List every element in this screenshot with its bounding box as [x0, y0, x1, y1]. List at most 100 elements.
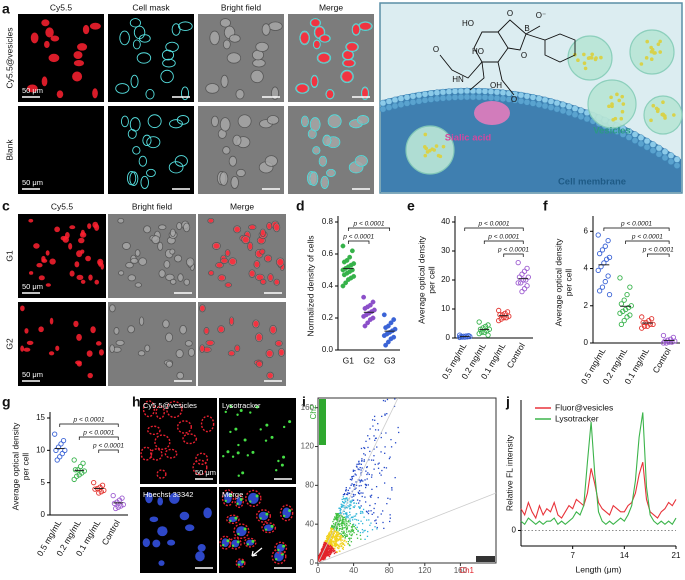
cell [169, 278, 177, 285]
cell [113, 327, 120, 335]
cell-signal [274, 223, 280, 231]
cell-outline [136, 52, 152, 64]
cell-outline [132, 146, 141, 155]
panel-label: a [2, 1, 10, 17]
pixel-density [328, 543, 331, 546]
pixel-density [373, 455, 375, 457]
atom-label: B [524, 24, 529, 33]
data-point [605, 237, 611, 244]
pixel-density [340, 519, 342, 522]
y-axis-label: Normalized density of cells [305, 235, 315, 336]
pixel-density [343, 530, 345, 532]
cell-outline [132, 39, 141, 50]
cell-outline [169, 119, 183, 129]
pixel-density [345, 522, 348, 524]
lysosome [280, 463, 284, 467]
pixel-density [348, 506, 350, 508]
pixel-density [345, 520, 347, 522]
data-point [111, 500, 118, 507]
pixel-density [369, 524, 371, 526]
cargo [656, 42, 661, 47]
pixel-density [331, 528, 333, 530]
cell-signal [249, 225, 256, 230]
pixel-density [348, 519, 350, 522]
vesicle-signal [234, 494, 244, 509]
cell-signal [86, 350, 93, 357]
data-point [77, 463, 84, 470]
pixel-density [340, 536, 342, 538]
pixel-density [340, 508, 342, 511]
pixel-density [355, 528, 358, 530]
pixel-density [356, 526, 358, 528]
pixel-density [338, 524, 340, 526]
lipid [469, 93, 477, 101]
data-point [617, 275, 623, 281]
cell-signal [228, 351, 235, 356]
pixel-density [361, 522, 364, 525]
lipid [499, 89, 507, 97]
pixel-density [375, 437, 377, 439]
pixel-density [354, 494, 356, 496]
cargo [583, 66, 588, 71]
cell-signal [56, 90, 64, 99]
x-tick-label: 0 [316, 566, 321, 575]
pixel-density [351, 516, 353, 518]
pixel-density [352, 493, 355, 496]
significance-bracket [98, 449, 119, 453]
pixel-density [389, 514, 391, 516]
pixel-density [380, 451, 382, 453]
lysosome [246, 454, 250, 457]
vesicle-signal [243, 537, 257, 548]
pixel-density [345, 501, 347, 503]
cell-signal [265, 255, 271, 262]
pixel-density [341, 524, 343, 527]
cell-signal [260, 249, 265, 254]
pixel-density [352, 529, 355, 531]
p-value: p < 0.0001 [620, 221, 652, 228]
pixel-density [342, 543, 344, 546]
lysosome [282, 455, 286, 459]
cargo [639, 62, 644, 66]
pixel-density [367, 446, 369, 449]
significance-bracket [464, 227, 524, 231]
pixel-density [332, 534, 335, 536]
data-point [599, 247, 606, 253]
cell-signal [258, 237, 265, 244]
data-point [341, 272, 347, 278]
significance-bracket [647, 253, 670, 257]
cell-signal [218, 275, 225, 281]
pixel-density [331, 540, 333, 543]
pixel-density [363, 530, 365, 532]
cargo [430, 147, 435, 151]
pixel-density [329, 541, 331, 543]
y-axis-label: per cell [426, 266, 436, 294]
pixel-density [343, 513, 345, 515]
cell-signal [274, 279, 280, 285]
pixel-density [369, 504, 371, 507]
pixel-density [342, 546, 344, 549]
cell-signal [92, 88, 98, 99]
pixel-density [340, 535, 342, 537]
y-tick-label: 0.4 [322, 281, 334, 290]
x-tick-label: G2 [363, 355, 375, 365]
pixel-density [370, 476, 373, 478]
data-point [515, 280, 521, 286]
data-point [57, 454, 63, 460]
x-tick-label: 120 [418, 566, 432, 575]
pixel-density [331, 526, 333, 528]
cell [211, 115, 219, 128]
lysosome [251, 539, 255, 543]
vesicle-signal [149, 448, 163, 461]
pixel-density [366, 466, 368, 468]
y-tick-label: 10 [441, 304, 450, 313]
pixel-density [346, 515, 348, 518]
cell-signal [216, 263, 223, 268]
pixel-density [364, 483, 367, 486]
pixel-density [328, 543, 330, 545]
pixel-density [328, 534, 330, 537]
lysosome [222, 454, 225, 458]
y-tick-label: 2 [584, 301, 589, 310]
lipid [451, 94, 459, 101]
x-tick-label: 80 [385, 566, 394, 575]
pixel-density [394, 476, 396, 479]
